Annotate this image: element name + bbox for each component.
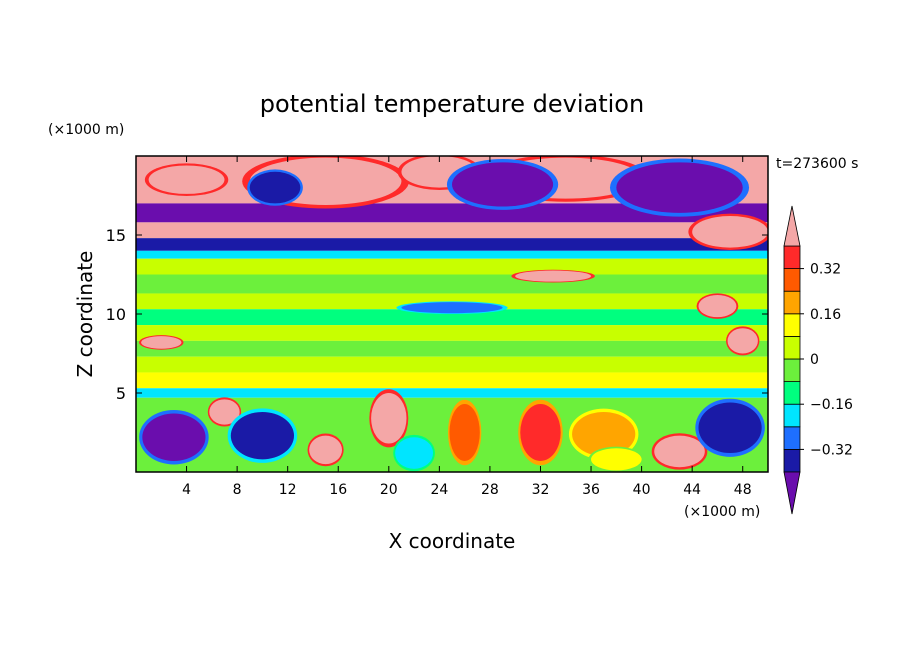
colorbar-extend-bottom [783,471,801,515]
contour-blob-core [249,171,301,204]
contour-band [136,340,768,357]
contour-band [136,250,768,259]
colorbar-box [783,426,801,450]
contour-blob-core [141,336,182,349]
contour-blob-core [449,404,480,461]
contour-field [136,156,768,472]
contour-blob-core [591,448,642,471]
contour-blob-core [148,165,225,194]
contour-blob-core [401,302,503,314]
contour-band [136,238,768,251]
colorbar-box [783,268,801,292]
contour-blob-core [230,411,294,460]
contour-blob-core [572,411,636,457]
contour-blob-core [309,435,343,465]
colorbar-box [783,403,801,428]
x-tick-label: 44 [683,482,701,498]
colorbar-tick-label: −0.32 [810,442,853,458]
contour-band [136,388,768,398]
colorbar-box [783,381,801,405]
x-tick-label: 20 [380,482,398,498]
chart-title: potential temperature deviation [260,90,644,118]
colorbar-box [783,335,801,360]
colorbar-extend-top [783,205,801,247]
contour-blob-core [520,404,561,461]
y-axis-unit: (×1000 m) [48,122,124,138]
contour-band [136,356,768,373]
contour-blob-core [698,295,737,318]
contour-band [136,274,768,294]
colorbar-tick-label: 0.16 [810,307,841,323]
colorbar-box [783,290,801,315]
x-tick-label: 4 [182,482,191,498]
colorbar-box [783,245,801,270]
contour-blob-core [616,162,743,213]
contour-blob-core [395,437,434,469]
contour-blob-core [698,402,762,454]
colorbar-tick-label: −0.16 [810,397,853,413]
colorbar-box [783,448,801,473]
colorbar-tick-label: 0 [810,352,819,368]
x-tick-label: 48 [734,482,752,498]
x-tick-label: 28 [481,482,499,498]
contour-blob-core [209,399,240,425]
x-tick-label: 32 [532,482,550,498]
x-axis-unit: (×1000 m) [684,504,760,520]
x-axis-label: X coordinate [389,529,516,553]
contour-band [136,222,768,239]
contour-blob-core [371,393,407,444]
contour-blob-core [654,435,705,468]
x-tick-label: 16 [329,482,347,498]
colorbar-box [783,358,801,383]
contour-blob-core [692,216,768,248]
x-tick-label: 24 [430,482,448,498]
x-tick-label: 8 [233,482,242,498]
contour-blob-core [515,270,592,282]
y-tick-label: 5 [116,384,126,403]
contour-blob-core [452,162,554,207]
contour-band [136,325,768,341]
contour-blob-core [727,328,758,354]
x-tick-label: 40 [633,482,651,498]
time-label: t=273600 s [776,156,858,172]
x-axis: 4 8 12 16 20 24 28 32 36 40 44 48 [182,156,752,498]
y-tick-label: 10 [106,305,126,324]
contour-band [136,203,768,223]
contour-band [136,309,768,326]
y-axis-label: Z coordinate [73,251,97,378]
y-tick-label: 15 [106,226,126,245]
contour-band [136,372,768,389]
colorbar-box [783,313,801,337]
x-tick-label: 12 [279,482,297,498]
x-tick-label: 36 [582,482,600,498]
contour-blob-core [142,413,206,461]
y-axis: 5 10 15 [106,226,768,403]
colorbar: 0.32 0.16 0 −0.16 −0.32 [783,205,853,515]
colorbar-tick-label: 0.32 [810,262,841,278]
contour-band [136,258,768,275]
